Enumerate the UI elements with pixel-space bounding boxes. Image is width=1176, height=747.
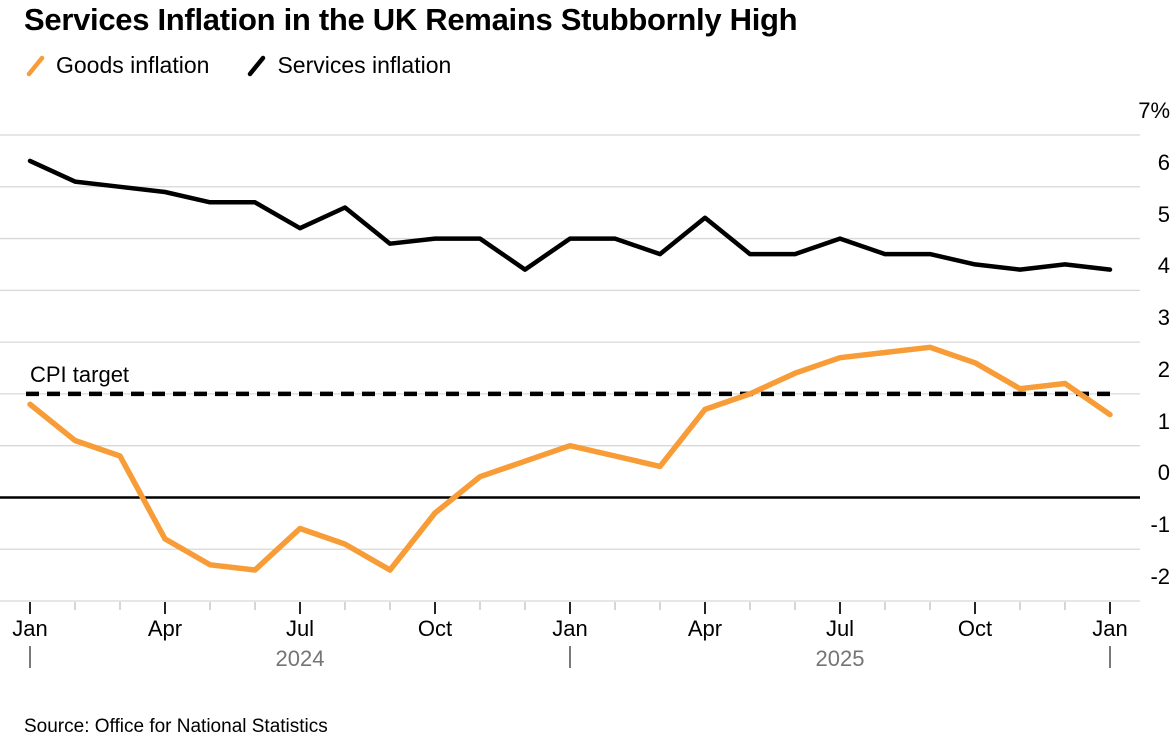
x-axis-label: Oct — [957, 616, 993, 641]
legend-item-services-inflation: Services inflation — [247, 52, 451, 79]
y-axis-label: 0 — [1157, 460, 1170, 486]
x-axis-label: Apr — [687, 616, 723, 641]
y-axis-label: 2 — [1157, 356, 1170, 382]
x-axis-label: Jul — [825, 616, 855, 641]
legend-slash-icon — [248, 55, 266, 76]
year-separator — [569, 646, 571, 668]
series-line-goods-inflation — [27, 344, 1113, 573]
legend-slash-icon — [26, 55, 45, 76]
y-axis-label: 4 — [1157, 253, 1170, 279]
x-axis-label: Jan — [12, 616, 48, 641]
series-line-services-inflation — [27, 158, 1113, 272]
year-separator — [29, 646, 31, 668]
legend-item-goods-inflation: Goods inflation — [26, 52, 209, 79]
x-axis-label: Jan — [552, 616, 588, 641]
y-axis-label: 1 — [1157, 408, 1170, 434]
y-axis-label: 7% — [1138, 98, 1170, 123]
y-axis-label: 6 — [1157, 149, 1170, 175]
legend: Goods inflation Services inflation — [26, 52, 451, 79]
cpi-target-label: CPI target — [30, 362, 130, 387]
year-label: 2025 — [815, 646, 865, 671]
chart-title: Services Inflation in the UK Remains Stu… — [24, 2, 798, 37]
y-axis-label: 3 — [1157, 305, 1170, 331]
y-axis-label: -2 — [1150, 564, 1170, 590]
source-text: Source: Office for National Statistics — [24, 716, 328, 737]
y-axis-label: -1 — [1150, 512, 1170, 538]
year-label: 2024 — [275, 646, 325, 671]
x-axis-label: Oct — [417, 616, 453, 641]
legend-slash-stroke — [26, 55, 45, 76]
x-axis-label: Jan — [1092, 616, 1128, 641]
chart-canvas — [0, 134, 1140, 615]
legend-slash-stroke — [248, 55, 266, 76]
x-axis-label: Apr — [147, 616, 183, 641]
legend-item-label: Services inflation — [277, 52, 452, 78]
x-axis-label: Jul — [285, 616, 315, 641]
y-axis-label: 5 — [1157, 201, 1170, 227]
year-separator — [1109, 646, 1111, 668]
legend-item-label: Goods inflation — [56, 52, 210, 78]
